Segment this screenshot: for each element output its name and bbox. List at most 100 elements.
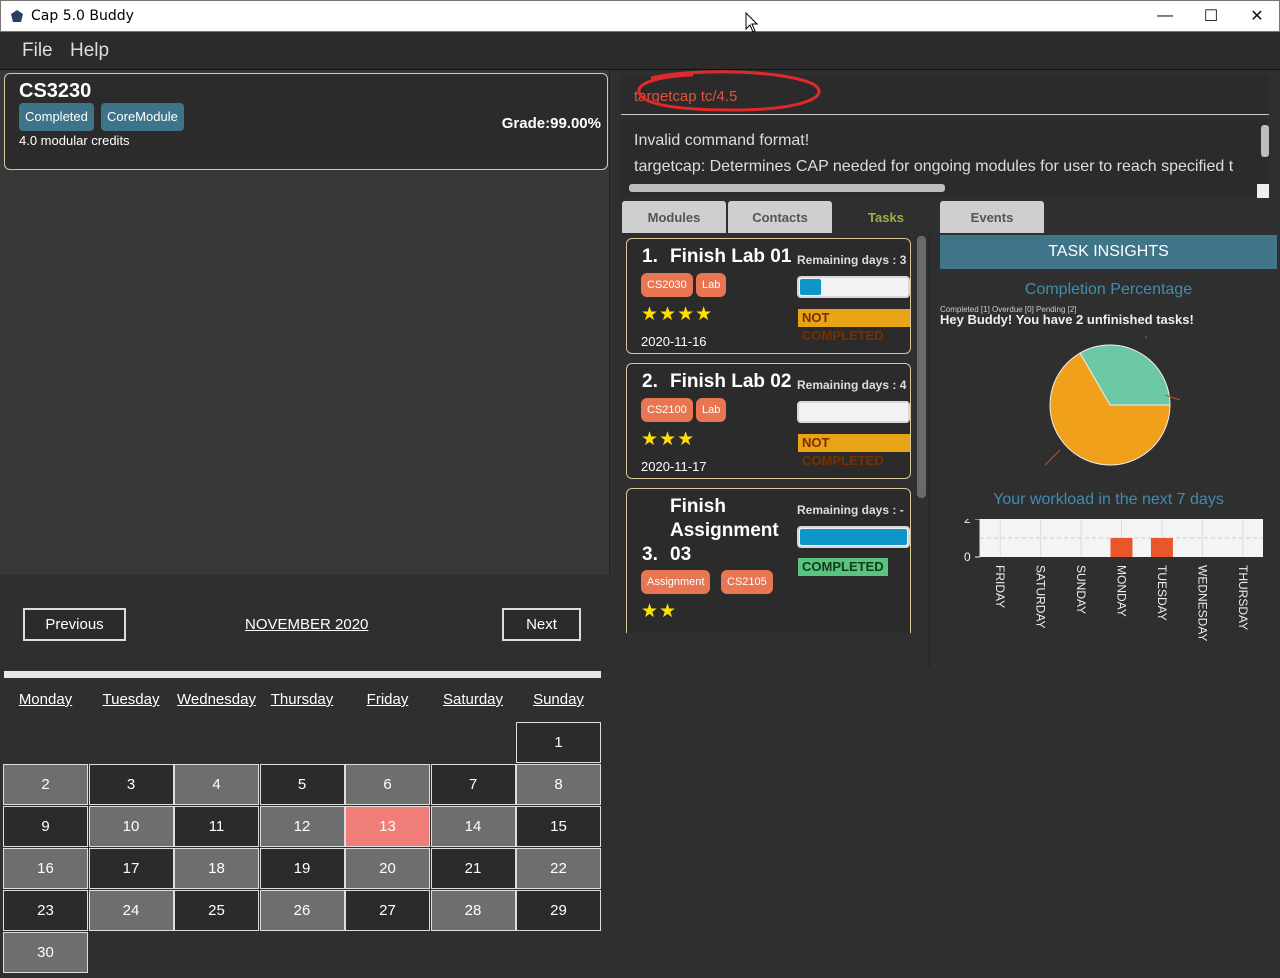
calendar-day[interactable]: 5 — [259, 764, 345, 805]
calendar-day[interactable]: 20 — [345, 848, 430, 889]
calendar-day[interactable]: 3 — [88, 764, 174, 805]
task-list: 1. Finish Lab 01 Remaining days : 3 NOT … — [623, 236, 923, 633]
next-month-button[interactable]: Next — [502, 608, 581, 641]
task-name: Finish Assignment 03 — [670, 496, 779, 565]
mouse-cursor-icon — [745, 12, 759, 33]
weekday-header: Friday — [366, 691, 409, 708]
result-horizontal-scrollbar[interactable] — [629, 184, 945, 192]
tab-events[interactable]: Events — [940, 201, 1044, 233]
task-status-badge: NOT COMPLETED — [798, 434, 910, 468]
task-progress-bar — [797, 276, 910, 298]
module-credits: 4.0 modular credits — [19, 133, 130, 148]
x-tick-label: SATURDAY — [1034, 565, 1048, 629]
module-grade: Grade:99.00% — [501, 115, 601, 132]
calendar-day[interactable]: 26 — [259, 890, 345, 931]
calendar-day[interactable]: 2 — [3, 764, 88, 805]
calendar-day[interactable]: 11 — [174, 806, 259, 847]
close-icon: ✕ — [1250, 8, 1264, 25]
panel-divider — [929, 234, 930, 668]
calendar-day[interactable]: 18 — [174, 848, 259, 889]
menu-help[interactable]: Help — [70, 40, 110, 61]
task-date: 2020-11-16 — [641, 334, 707, 349]
menu-file[interactable]: File — [22, 40, 53, 61]
task-progress-fill — [800, 279, 822, 295]
weekday-header: Tuesday — [102, 691, 160, 708]
pie-label-line — [1044, 449, 1061, 466]
completion-chart-title: Completion Percentage — [1024, 281, 1193, 298]
task-card[interactable]: 3. Finish Assignment 03 Remaining days :… — [626, 488, 911, 633]
calendar-day[interactable]: 30 — [3, 932, 88, 973]
calendar-day[interactable]: 7 — [430, 764, 516, 805]
title-bar: Cap 5.0 Buddy — ☐ ✕ — [0, 0, 1280, 32]
weekday-header: Monday — [18, 691, 73, 708]
weekday-header: Thursday — [270, 691, 334, 708]
calendar-day[interactable]: 27 — [345, 890, 430, 931]
close-button[interactable]: ✕ — [1234, 1, 1280, 31]
x-tick-label: FRIDAY — [993, 565, 1007, 608]
x-tick-label: TUESDAY — [1155, 565, 1169, 621]
task-number: 3. — [642, 544, 658, 565]
pie-slice-pending — [1049, 352, 1171, 466]
calendar-day[interactable]: 22 — [516, 848, 601, 889]
calendar-day[interactable]: 6 — [345, 764, 430, 805]
y-tick-label: 2 — [964, 519, 971, 526]
task-date: 2020-11-17 — [641, 459, 707, 474]
result-line: Invalid command format! — [634, 132, 810, 149]
calendar-day[interactable]: 17 — [88, 848, 174, 889]
pie-label-line — [1164, 394, 1181, 401]
tab-modules[interactable]: Modules — [622, 201, 726, 233]
calendar-day[interactable]: 8 — [516, 764, 601, 805]
result-vertical-scrollbar[interactable] — [1261, 125, 1269, 157]
previous-month-button[interactable]: Previous — [23, 608, 126, 641]
task-remaining-days: Remaining days : - — [797, 503, 904, 517]
pie-legend-text: Completed [1] Overdue [0] Pending [2] — [940, 305, 1077, 314]
task-tag: Lab — [696, 273, 727, 297]
task-tag: Lab — [696, 398, 727, 422]
calendar-day[interactable]: 23 — [3, 890, 88, 931]
calendar-day[interactable]: 10 — [88, 806, 174, 847]
calendar-day[interactable]: 4 — [174, 764, 259, 805]
window-title: Cap 5.0 Buddy — [31, 8, 134, 24]
task-number: 2. — [642, 371, 658, 392]
calendar-day[interactable]: 24 — [88, 890, 174, 931]
task-list-scrollbar[interactable] — [917, 236, 926, 498]
calendar-day[interactable]: 9 — [3, 806, 88, 847]
maximize-button[interactable]: ☐ — [1188, 1, 1234, 31]
task-remaining-days: Remaining days : 4 — [797, 378, 907, 392]
task-card[interactable]: 1. Finish Lab 01 Remaining days : 3 NOT … — [626, 238, 911, 354]
task-insights-header: TASK INSIGHTS — [940, 235, 1277, 269]
task-tag: CS2105 — [721, 570, 773, 594]
annotation-circle — [637, 70, 821, 112]
module-card[interactable]: CS3230 Completed CoreModule 4.0 modular … — [4, 73, 608, 170]
pie-slice-completed — [1079, 344, 1171, 406]
task-insights-panel: TASK INSIGHTS Completion Percentage Comp… — [940, 235, 1277, 675]
calendar-day[interactable]: 19 — [259, 848, 345, 889]
calendar-day[interactable]: 13 — [345, 806, 430, 847]
tab-tasks[interactable]: Tasks — [834, 201, 938, 233]
calendar-day[interactable]: 1 — [516, 722, 601, 763]
tab-contacts[interactable]: Contacts — [728, 201, 832, 233]
right-panel: targetcap tc/4.5 Invalid command format!… — [611, 70, 1280, 978]
calendar-day[interactable]: 29 — [516, 890, 601, 931]
task-status-badge: NOT COMPLETED — [798, 309, 910, 343]
calendar-day[interactable]: 21 — [430, 848, 516, 889]
task-card[interactable]: 2. Finish Lab 02 Remaining days : 4 NOT … — [626, 363, 911, 479]
task-priority-stars-icon: ★★★ — [641, 429, 696, 450]
weekday-header: Sunday — [533, 691, 584, 708]
x-tick-label: THURSDAY — [1236, 565, 1250, 630]
task-progress-bar — [797, 401, 910, 423]
calendar-day[interactable]: 16 — [3, 848, 88, 889]
task-name: Finish Lab 02 — [670, 371, 792, 392]
calendar-day[interactable]: 14 — [430, 806, 516, 847]
calendar-day[interactable]: 25 — [174, 890, 259, 931]
calendar-day[interactable]: 15 — [516, 806, 601, 847]
calendar-day[interactable]: 28 — [430, 890, 516, 931]
command-box[interactable]: targetcap tc/4.5 — [621, 75, 1269, 115]
completion-pie-chart — [1044, 336, 1181, 466]
task-name: Finish Lab 01 — [670, 246, 792, 267]
command-input[interactable]: targetcap tc/4.5 — [634, 88, 738, 105]
calendar-day[interactable]: 12 — [259, 806, 345, 847]
result-display: Invalid command format! targetcap: Deter… — [621, 120, 1269, 198]
minimize-button[interactable]: — — [1142, 1, 1188, 31]
workload-chart-title: Your workload in the next 7 days — [993, 491, 1224, 508]
